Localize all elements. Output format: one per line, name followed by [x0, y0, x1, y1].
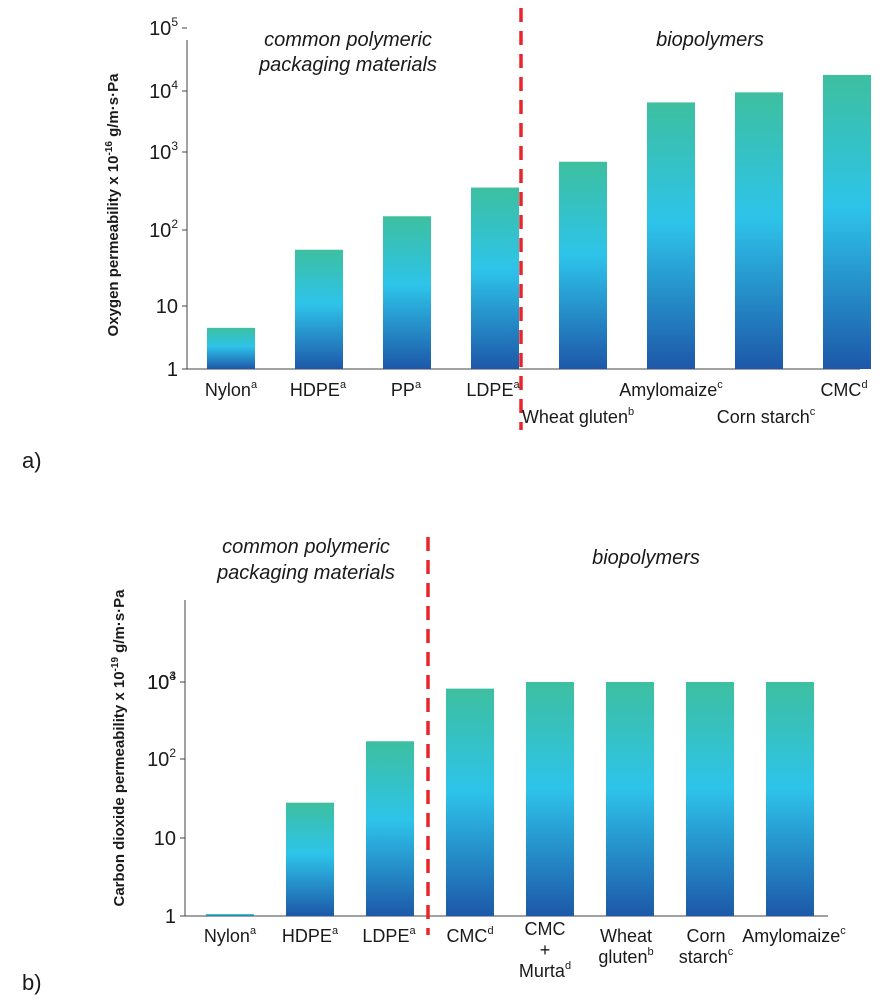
x-category-label: CMC [525, 919, 566, 939]
x-category-label: glutenb [598, 946, 653, 967]
y-axis-label: Oxygen permeability x 10-16 g/m·s·Pa [104, 73, 122, 337]
chart-oxygen-permeability: 1 10 102 103 104 105 Nylona HDPEa PPa LDPEaWheat … [22, 8, 871, 473]
bar-cmc [446, 688, 494, 916]
x-category-label: PPa [391, 379, 422, 400]
bar-cmc-murta [526, 682, 574, 916]
x-category-label: Nylona [204, 925, 257, 946]
x-category-label: Corn [686, 926, 725, 946]
x-category-label: Murtad [519, 960, 571, 981]
y-tick-label: 103 [149, 139, 178, 164]
header-common-materials-line2: packaging materials [258, 54, 437, 76]
bar-hdpe [295, 249, 343, 369]
panel-label: a) [22, 448, 42, 473]
y-tick-label: 104 [147, 669, 176, 694]
header-biopolymers: biopolymers [656, 29, 764, 51]
bar-hdpe [286, 802, 334, 916]
bar-corn-starch [735, 92, 783, 369]
x-category-label: Wheat glutenb [522, 406, 634, 427]
header-common-materials-line1: common polymeric [222, 536, 390, 558]
x-category-label: LDPEa [466, 379, 520, 400]
bar-wheat-gluten [606, 682, 654, 916]
y-tick-label: 1 [167, 359, 178, 381]
x-category-label: Amylomaizec [742, 925, 846, 946]
x-category-label: Corn starchc [717, 406, 816, 427]
y-tick-label: 102 [149, 217, 178, 242]
bar-ldpe [366, 741, 414, 916]
y-tick-label: 10 [156, 296, 178, 318]
panel-label: b) [22, 970, 42, 995]
bar-cmc [823, 74, 871, 369]
y-tick-label: 103 [147, 669, 176, 694]
y-axis-label: Carbon dioxide permeability x 10-19 g/m·… [110, 589, 128, 907]
x-category-label: LDPEa [362, 925, 416, 946]
bar-corn-starch [686, 682, 734, 916]
bar-pp [383, 216, 431, 369]
y-tick-label: 105 [149, 15, 178, 40]
y-tick-label: 104 [149, 78, 178, 103]
bar-amylomaize [766, 682, 814, 916]
x-category-label: starchc [679, 946, 734, 967]
y-tick-label: 1 [165, 906, 176, 928]
x-category-label: Amylomaizec [619, 379, 723, 400]
x-category-label: Nylona [205, 379, 258, 400]
x-category-label: HDPEa [290, 379, 347, 400]
header-common-materials-line2: packaging materials [216, 562, 395, 584]
x-category-label: CMCd [820, 379, 867, 400]
bar-amylomaize [647, 102, 695, 369]
header-common-materials-line1: common polymeric [264, 29, 432, 51]
y-tick-label: 102 [147, 746, 176, 771]
x-category-label: CMCd [446, 925, 493, 946]
y-tick-label: 10 [154, 828, 176, 850]
header-biopolymers: biopolymers [592, 547, 700, 569]
x-category-label: + [540, 940, 551, 960]
x-category-label: HDPEa [282, 925, 339, 946]
bar-nylon [207, 327, 255, 369]
x-category-label: Wheat [600, 926, 652, 946]
bar-wheat-gluten [559, 161, 607, 369]
bar-ldpe [471, 187, 519, 369]
bar-nylon [206, 914, 254, 916]
